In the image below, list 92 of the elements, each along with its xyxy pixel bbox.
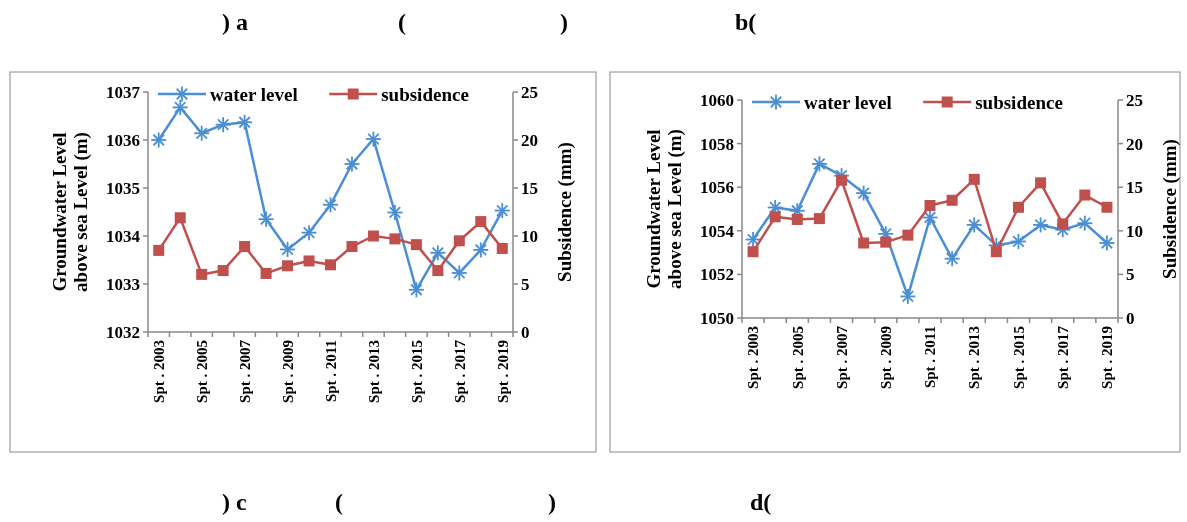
text: ( — [398, 9, 406, 35]
text: ( — [335, 489, 343, 515]
point — [496, 242, 508, 254]
x-tick-label: Spt . 2005 — [193, 340, 210, 403]
y2-tick-label: 25 — [521, 82, 538, 102]
point — [260, 267, 272, 279]
y-tick-label: 1035 — [106, 178, 140, 198]
x-tick-label: Spt . 2015 — [408, 340, 425, 403]
x-tick-label: Spt . 2019 — [494, 340, 511, 403]
point — [813, 213, 825, 225]
y-tick-label: 1054 — [700, 221, 735, 241]
point — [389, 233, 401, 245]
x-tick-label: Spt . 2013 — [365, 340, 382, 403]
y2-tick-label: 25 — [1126, 90, 1143, 110]
point — [990, 246, 1002, 258]
point — [282, 260, 294, 272]
x-tick-label: Spt . 2017 — [1054, 325, 1071, 389]
text: d( — [750, 489, 772, 515]
y2-tick-label: 5 — [1126, 265, 1135, 285]
text: ) — [548, 489, 556, 515]
point — [858, 237, 870, 249]
point — [902, 229, 914, 241]
text: ) a — [222, 9, 248, 35]
x-tick-label: Spt . 2011 — [922, 326, 939, 389]
y-tick-label: 1056 — [700, 178, 734, 198]
point — [367, 230, 379, 242]
point — [968, 173, 980, 185]
y2-tick-label: 15 — [1126, 178, 1143, 198]
point — [153, 244, 165, 256]
point — [1035, 177, 1047, 189]
point — [217, 265, 229, 277]
x-tick-label: Spt . 2013 — [966, 326, 983, 389]
point — [196, 268, 208, 280]
x-tick-label: Spt . 2005 — [789, 326, 806, 389]
point — [432, 265, 444, 277]
x-tick-label: Spt . 2003 — [150, 340, 167, 403]
y-tick-label: 1033 — [106, 274, 140, 294]
point — [410, 239, 422, 251]
y-tick-label: 1037 — [106, 82, 141, 102]
y2-tick-label: 20 — [521, 130, 538, 150]
y-tick-label: 1032 — [106, 322, 140, 342]
legend-label: subsidence — [975, 91, 1063, 113]
point — [453, 235, 465, 247]
y2-tick-label: 10 — [1126, 221, 1143, 241]
legend-label: water level — [210, 83, 298, 105]
point — [747, 246, 759, 258]
text: ) c — [222, 489, 247, 515]
y2-axis-title: Subsidence (mm) — [554, 142, 576, 282]
point — [303, 255, 315, 267]
point — [1101, 201, 1113, 213]
x-tick-label: Spt . 2015 — [1010, 326, 1027, 389]
point — [791, 213, 803, 225]
legend-label: subsidence — [381, 83, 469, 105]
x-tick-label: Spt . 2017 — [451, 339, 468, 403]
x-tick-label: Spt . 2019 — [1099, 326, 1116, 389]
y2-tick-label: 0 — [1126, 308, 1135, 328]
y-axis-title: Groundwater Level above sea Level (m) — [643, 129, 686, 289]
point — [836, 174, 848, 186]
point — [924, 200, 936, 212]
point — [769, 211, 781, 223]
y2-axis-title: Subsidence (mm) — [1159, 139, 1181, 279]
y-axis-title: Groundwater Level above sea Level (m) — [49, 132, 92, 292]
point — [174, 212, 186, 224]
y-tick-label: 1036 — [106, 130, 140, 150]
x-tick-label: Spt . 2007 — [833, 325, 850, 389]
y-tick-label: 1052 — [700, 265, 734, 285]
y2-tick-label: 20 — [1126, 134, 1143, 154]
x-tick-label: Spt . 2009 — [279, 340, 296, 403]
point — [1012, 201, 1024, 213]
y-tick-label: 1050 — [700, 308, 734, 328]
x-tick-label: Spt . 2007 — [236, 339, 253, 403]
point — [475, 216, 487, 228]
y2-tick-label: 5 — [521, 274, 530, 294]
point — [946, 194, 958, 206]
point — [346, 241, 358, 253]
y-tick-label: 1060 — [700, 90, 734, 110]
x-tick-label: Spt . 2003 — [745, 326, 762, 389]
y2-tick-label: 10 — [521, 226, 538, 246]
x-tick-label: Spt . 2011 — [322, 340, 339, 403]
y-tick-label: 1034 — [106, 226, 141, 246]
y2-tick-label: 0 — [521, 322, 530, 342]
y2-tick-label: 15 — [521, 178, 538, 198]
point — [325, 259, 336, 271]
text: b( — [735, 9, 757, 35]
point — [239, 241, 251, 253]
text: ) — [560, 9, 568, 35]
point — [880, 236, 892, 248]
point — [1079, 189, 1091, 201]
legend-label: water level — [804, 91, 892, 113]
y-tick-label: 1058 — [700, 134, 734, 154]
point — [1057, 218, 1069, 230]
x-tick-label: Spt . 2009 — [878, 326, 895, 389]
